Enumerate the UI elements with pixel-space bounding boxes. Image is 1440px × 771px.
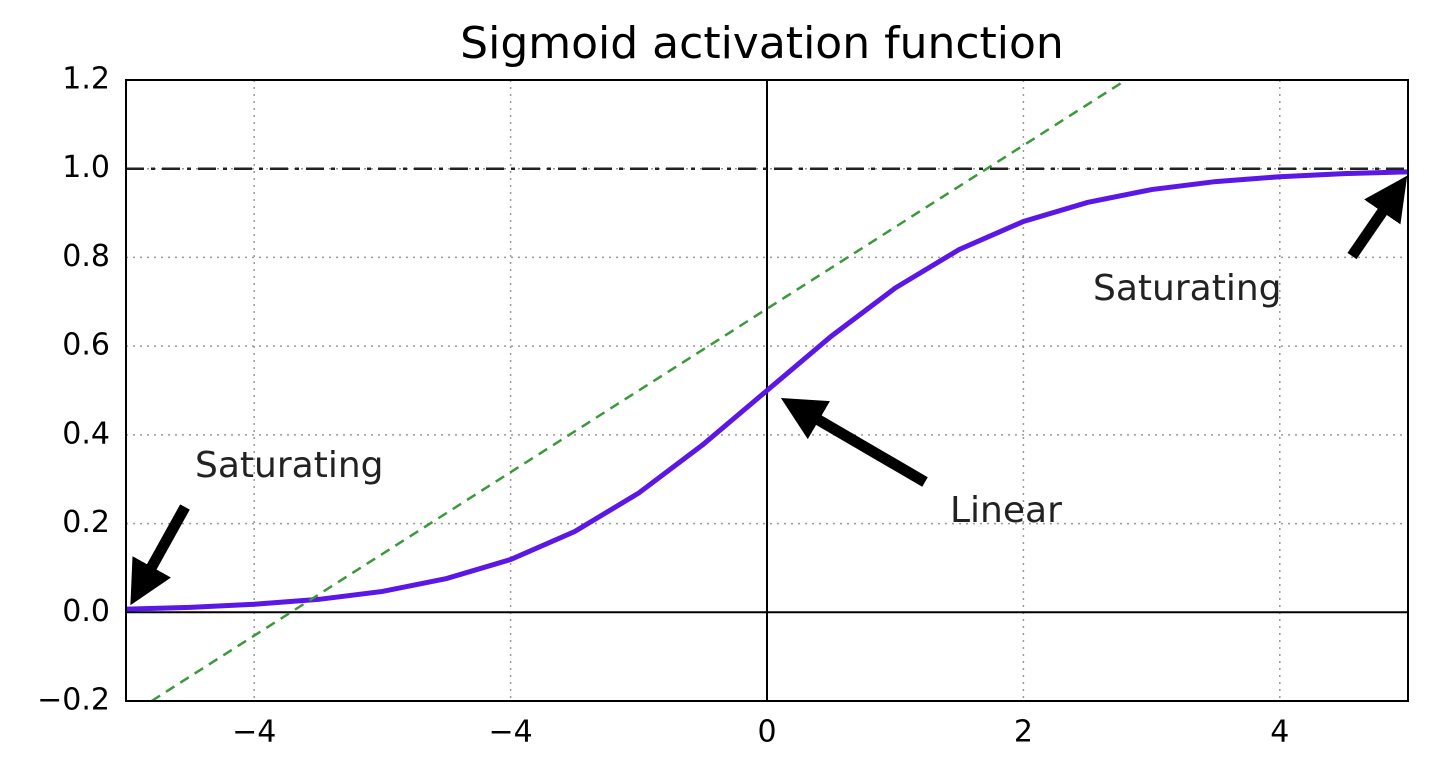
annotation: Saturating [195,445,384,486]
x-tick-label: −4 [488,715,532,750]
y-tick-label: 0.6 [62,328,110,363]
x-tick-label: −4 [232,715,276,750]
arrow [780,398,928,487]
annotation: Linear [950,490,1062,531]
line [150,80,1127,701]
arrow [1347,175,1408,260]
chart-title: Sigmoid activation function [460,18,1064,69]
annotation: Saturating [1093,268,1282,309]
arrow [130,504,190,606]
x-tick-label: 0 [757,715,776,750]
y-tick-label: 1.2 [62,62,110,97]
line [126,169,1408,612]
y-tick-label: 1.0 [62,150,110,185]
plot-frame [125,79,1409,702]
y-tick-label: −0.2 [37,683,110,718]
y-tick-label: 0.2 [62,505,110,540]
y-tick-label: 0.8 [62,239,110,274]
x-tick-label: 2 [1014,715,1033,750]
y-tick-label: 0.4 [62,416,110,451]
y-tick-label: 0.0 [62,594,110,629]
x-tick-label: 4 [1270,715,1289,750]
